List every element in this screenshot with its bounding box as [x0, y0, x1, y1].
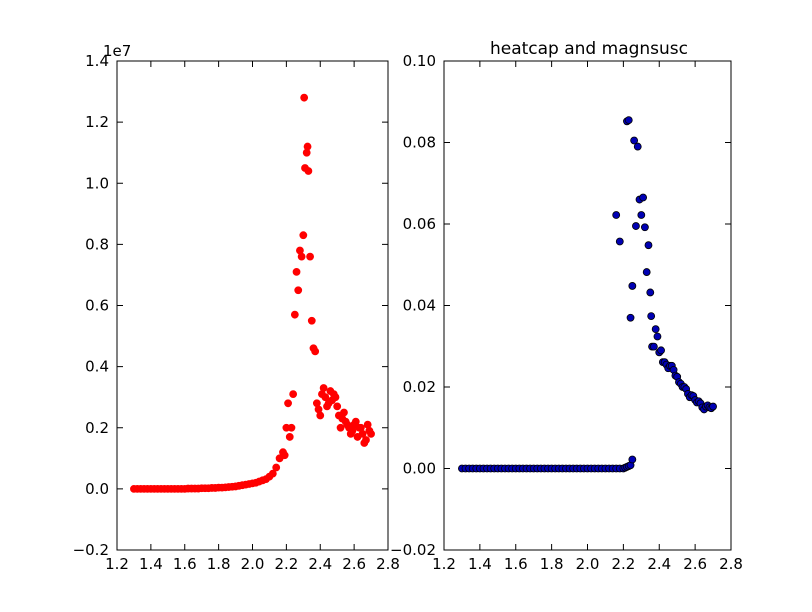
- data-point: [657, 346, 665, 355]
- data-point: [651, 325, 660, 334]
- y-tick-label: 1.2: [85, 113, 109, 131]
- data-point: [297, 252, 306, 261]
- right-subplot: heatcap and magnsusc 1.2 1.4 1.6 1.8 2.0 2.2 2…: [390, 39, 743, 573]
- left-subplot: 1e7 1.2 1.4 1.6 1.8 2.0 2.2 2.4 2.6 2.8 −0.2 0.0 0.…: [73, 42, 400, 573]
- data-point: [316, 411, 325, 420]
- data-point: [290, 310, 299, 319]
- y-tick-label: 0.00: [403, 460, 436, 478]
- y-tick-label: 0.06: [403, 215, 436, 233]
- y-tick-label: −0.2: [73, 541, 109, 559]
- y-tick-label: 0.2: [85, 419, 109, 437]
- data-point: [367, 429, 375, 438]
- x-tick-label: 1.6: [173, 555, 197, 573]
- data-point: [358, 429, 367, 438]
- data-point: [632, 222, 640, 230]
- data-point: [633, 142, 642, 151]
- x-tick-label: 2.2: [611, 555, 635, 573]
- data-point: [336, 423, 345, 432]
- data-point: [299, 231, 308, 240]
- x-tick-label: 1.8: [540, 555, 564, 573]
- data-point: [333, 402, 342, 411]
- data-point: [307, 316, 316, 325]
- data-point: [615, 237, 624, 246]
- data-point: [285, 433, 294, 441]
- x-tick-label: 2.4: [647, 555, 671, 573]
- x-tick-label: 2.2: [274, 555, 298, 573]
- data-point: [626, 313, 635, 322]
- y-tick-label: 0.6: [85, 297, 109, 315]
- y-tick-label: −0.02: [390, 541, 436, 559]
- y-tick-label: 0.02: [403, 378, 436, 396]
- x-tick-label: 1.4: [468, 555, 492, 573]
- data-point: [709, 402, 717, 411]
- x-tick-label: 2.6: [342, 555, 366, 573]
- data-point: [294, 286, 303, 295]
- data-point: [647, 312, 656, 320]
- data-point: [304, 167, 313, 175]
- data-point: [284, 399, 292, 408]
- x-tick-label: 1.2: [105, 555, 129, 573]
- data-point: [311, 347, 320, 356]
- data-point: [287, 423, 296, 432]
- data-point: [653, 332, 662, 341]
- y-multiplier-label: 1e7: [103, 42, 131, 60]
- data-point: [628, 455, 637, 464]
- data-point: [644, 241, 653, 250]
- data-point: [630, 136, 639, 145]
- x-tick-label: 2.6: [683, 555, 707, 573]
- y-tick-label: 0.4: [85, 358, 109, 376]
- data-point: [351, 417, 360, 426]
- plot-frame: [443, 60, 732, 551]
- x-tick-label: 2.8: [376, 555, 400, 573]
- data-point: [272, 463, 281, 472]
- y-tick-label: 0.04: [403, 297, 436, 315]
- data-point: [641, 223, 649, 232]
- data-point: [340, 408, 348, 417]
- data-point: [289, 390, 298, 399]
- data-point: [300, 93, 309, 102]
- data-point: [624, 116, 633, 124]
- data-point: [303, 142, 312, 151]
- data-point: [306, 252, 314, 261]
- data-point: [331, 393, 340, 402]
- y-tick-label: 1.0: [85, 174, 109, 192]
- data-point: [268, 469, 277, 478]
- y-tick-label: 0.0: [85, 480, 109, 498]
- x-tick-label: 1.6: [504, 555, 528, 573]
- x-tick-label: 1.2: [432, 555, 456, 573]
- x-tick-label: 2.8: [719, 555, 743, 573]
- y-tick-label: 1.4: [85, 52, 109, 70]
- x-tick-label: 1.4: [139, 555, 163, 573]
- x-tick-label: 2.4: [308, 555, 332, 573]
- data-point: [280, 451, 289, 460]
- data-point: [292, 267, 301, 276]
- data-point: [628, 282, 637, 290]
- x-tick-label: 1.8: [207, 555, 231, 573]
- data-point: [642, 268, 651, 276]
- y-tick-label: 0.10: [403, 52, 436, 70]
- data-point: [637, 211, 646, 219]
- chart-title: heatcap and magnsusc: [490, 39, 688, 59]
- plot-frame: [116, 60, 389, 551]
- y-tick-label: 0.08: [403, 134, 436, 152]
- data-point: [639, 193, 648, 202]
- data-point: [319, 384, 328, 392]
- x-tick-label: 2.0: [576, 555, 600, 573]
- data-point: [649, 342, 658, 351]
- data-point: [321, 393, 330, 402]
- data-point: [362, 436, 370, 444]
- y-tick-label: 0.8: [85, 235, 109, 253]
- x-tick-label: 2.0: [241, 555, 265, 573]
- data-point: [646, 288, 655, 297]
- data-point: [612, 211, 621, 219]
